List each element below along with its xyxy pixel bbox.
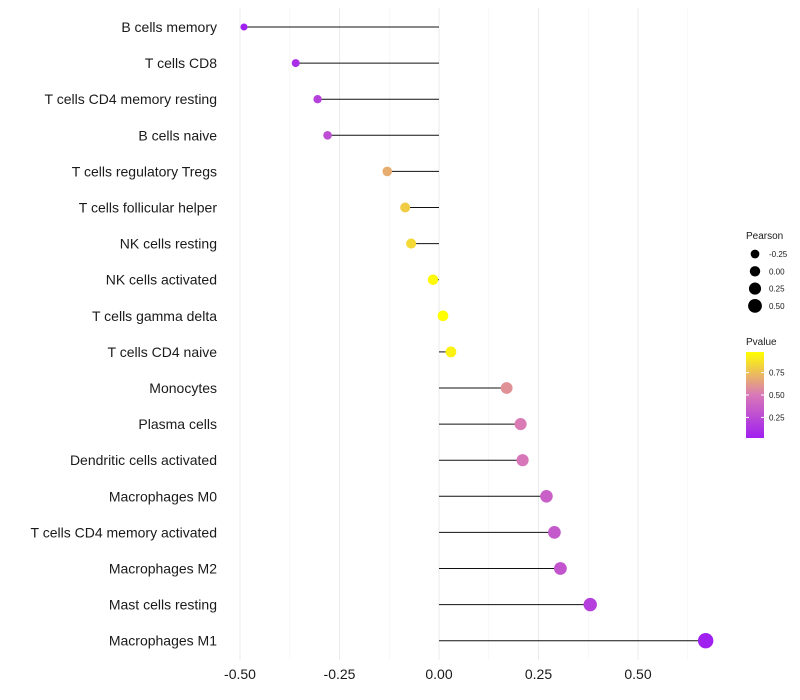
pearson-legend-key [748, 299, 762, 313]
category-label: T cells CD4 memory resting [45, 91, 217, 107]
category-label: Macrophages M2 [109, 561, 217, 577]
lollipop-point [514, 418, 527, 431]
x-tick-label: 0.50 [624, 666, 651, 682]
category-label: B cells memory [121, 19, 217, 35]
x-tick-label: 0.00 [425, 666, 452, 682]
lollipop-point [240, 23, 248, 31]
pearson-legend-title: Pearson [746, 231, 783, 242]
pearson-legend-label: 0.25 [769, 285, 785, 294]
lollipop-point [313, 94, 322, 104]
pearson-legend-label: -0.25 [769, 250, 788, 259]
pearson-legend-key [748, 282, 762, 295]
lollipop-point [697, 632, 714, 649]
category-label: Monocytes [149, 380, 217, 396]
category-label: Macrophages M1 [109, 633, 217, 649]
pvalue-legend-label: 0.75 [769, 369, 785, 378]
category-labels: B cells memory T cells CD8 T cells CD4 mem… [31, 19, 218, 649]
category-label: T cells CD4 naive [108, 344, 218, 360]
x-axis-tick-labels: -0.50 -0.25 0.00 0.25 0.50 [224, 666, 652, 682]
category-label: Macrophages M0 [109, 488, 217, 504]
x-tick-label: -0.25 [324, 666, 356, 682]
category-label: Mast cells resting [109, 597, 217, 613]
pearson-size-legend: Pearson -0.25 0.00 0.25 0.50 [746, 231, 788, 313]
lollipop-point [548, 526, 561, 539]
lollipop-point [516, 454, 529, 467]
dots-layer [240, 23, 714, 649]
lollipop-point [400, 202, 411, 213]
category-label: T cells CD8 [145, 55, 217, 71]
category-label: B cells naive [138, 127, 217, 143]
lollipop-point [382, 166, 393, 177]
pvalue-legend-label: 0.25 [769, 413, 785, 422]
pearson-legend-label: 0.00 [769, 267, 785, 276]
pearson-legend-key [749, 266, 761, 277]
lollipop-point [427, 274, 439, 285]
x-tick-label: -0.50 [224, 666, 256, 682]
category-label: NK cells activated [106, 272, 217, 288]
lollipop-point [291, 59, 300, 68]
category-label: NK cells resting [120, 236, 217, 252]
pearson-legend-label: 0.50 [769, 302, 785, 311]
lollipop-point [323, 131, 332, 140]
pearson-legend-key [750, 249, 760, 259]
lollipop-point [437, 310, 449, 322]
grid-layer [239, 8, 689, 660]
lollipop-point [553, 562, 567, 575]
category-label: T cells gamma delta [92, 308, 217, 324]
category-label: T cells CD4 memory activated [31, 524, 217, 540]
lollipop-point [406, 238, 417, 249]
pvalue-legend-title: Pvalue [746, 337, 777, 348]
category-label: T cells regulatory Tregs [72, 163, 217, 179]
stems-layer [243, 26, 706, 642]
lollipop-point [445, 346, 457, 358]
category-label: T cells follicular helper [79, 200, 218, 216]
lollipop-point [583, 597, 597, 612]
lollipop-point [500, 382, 513, 394]
category-label: Plasma cells [138, 416, 217, 432]
category-label: Dendritic cells activated [70, 452, 217, 468]
pvalue-colorbar [746, 352, 764, 438]
pvalue-legend-label: 0.50 [769, 391, 785, 400]
lollipop-point [540, 490, 553, 503]
pvalue-color-legend: Pvalue 0.25 0.50 0.75 [746, 337, 785, 438]
x-tick-label: 0.25 [525, 666, 552, 682]
